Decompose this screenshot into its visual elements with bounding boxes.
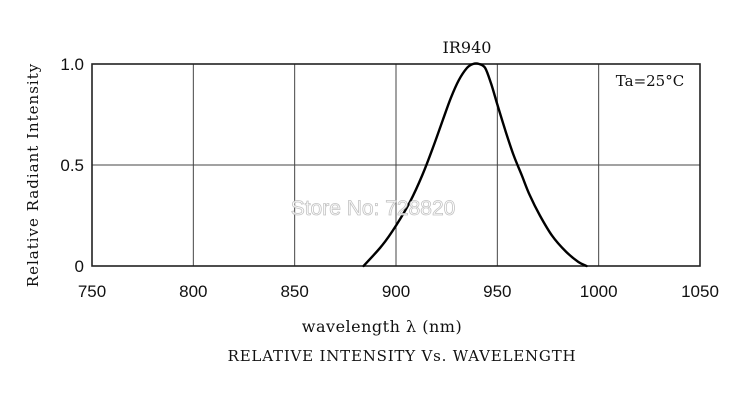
y-axis-label: Relative Radiant Intensity (24, 63, 42, 287)
watermark: Store No: 728820 (291, 197, 456, 220)
x-tick-label-900: 900 (382, 282, 410, 301)
x-tick-label-1050: 1050 (681, 282, 719, 301)
series-label-ir940: IR940 (443, 38, 492, 57)
x-tick-label-950: 950 (483, 282, 511, 301)
grid-lines (91, 63, 701, 267)
y-tick-labels: 0 0.5 1.0 (60, 55, 84, 276)
y-tick-label-1.0: 1.0 (60, 55, 84, 74)
x-tick-label-750: 750 (78, 282, 106, 301)
chart-title: RELATIVE INTENSITY Vs. WAVELENGTH (228, 347, 577, 365)
x-tick-label-1000: 1000 (580, 282, 618, 301)
y-tick-label-0: 0 (75, 257, 84, 276)
plot-frame (91, 63, 701, 267)
x-axis-label: wavelength λ (nm) (302, 317, 462, 336)
x-tick-label-850: 850 (280, 282, 308, 301)
annotation-temperature: Ta=25°C (616, 72, 684, 90)
y-tick-label-0.5: 0.5 (60, 156, 84, 175)
series-line-ir940 (362, 62, 588, 268)
x-tick-label-800: 800 (179, 282, 207, 301)
x-tick-labels: 750 800 850 900 950 1000 1050 (78, 282, 719, 301)
